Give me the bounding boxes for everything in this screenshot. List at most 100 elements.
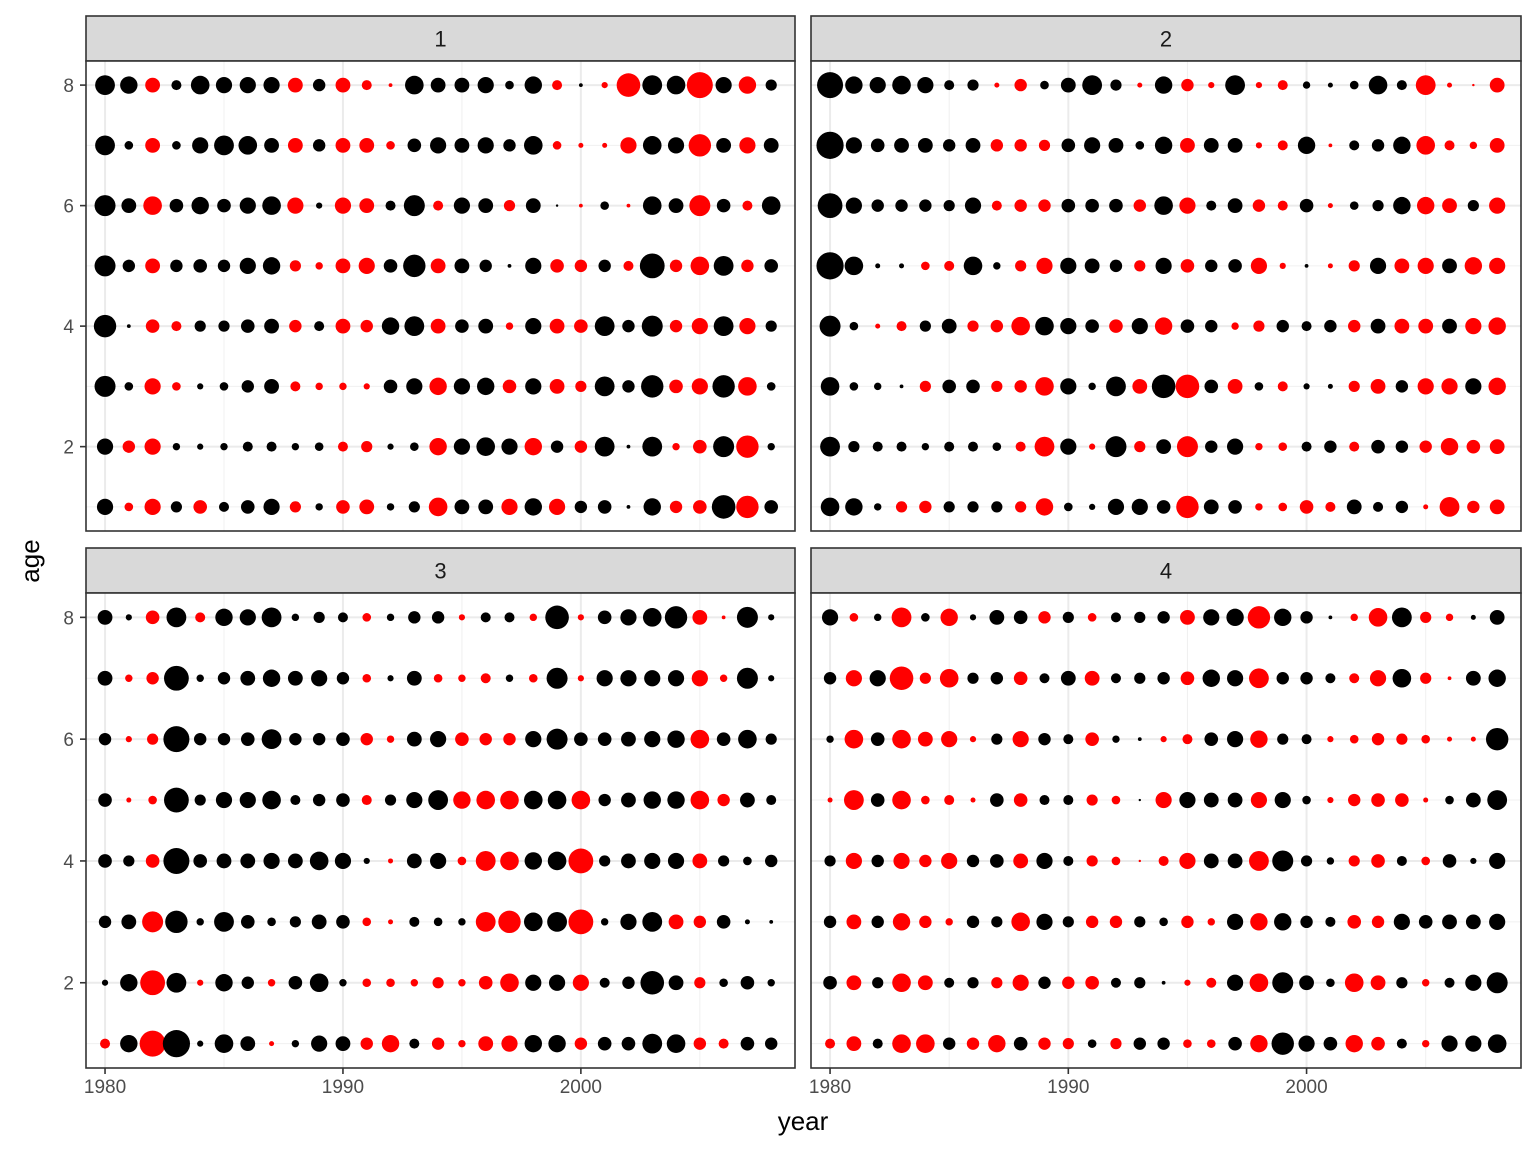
bubble-point xyxy=(597,500,612,514)
bubble-point xyxy=(572,974,589,991)
bubble-point xyxy=(1227,378,1243,394)
bubble-point xyxy=(359,198,375,214)
bubble-point xyxy=(1203,137,1219,153)
bubble-point xyxy=(621,731,636,747)
bubble-point xyxy=(643,498,661,516)
bubble-point xyxy=(642,196,662,215)
bubble-point xyxy=(1396,855,1407,866)
bubble-point xyxy=(1393,913,1410,930)
bubble-point xyxy=(816,252,844,280)
bubble-point xyxy=(1063,855,1074,866)
facet-strip xyxy=(810,547,1522,594)
bubble-point xyxy=(1445,613,1454,622)
bubble-point xyxy=(967,79,979,91)
bubble-point xyxy=(1371,854,1385,868)
bubble-point xyxy=(362,978,372,988)
bubble-point xyxy=(335,1036,351,1052)
bubble-point xyxy=(1110,1038,1122,1050)
bubble-point xyxy=(239,77,256,94)
bubble-point xyxy=(941,318,957,334)
bubble-point xyxy=(523,790,543,810)
bubble-point xyxy=(403,254,426,278)
bubble-point xyxy=(1278,442,1288,451)
bubble-point xyxy=(622,380,635,393)
bubble-point xyxy=(386,735,395,743)
bubble-point xyxy=(242,441,253,452)
bubble-point xyxy=(125,736,132,743)
bubble-point xyxy=(869,77,886,94)
bubble-point xyxy=(626,444,631,449)
bubble-point xyxy=(337,612,348,623)
bubble-point xyxy=(240,319,255,333)
bubble-point xyxy=(1303,383,1310,390)
bubble-point xyxy=(191,196,209,215)
bubble-point xyxy=(1060,378,1077,395)
bubble-point xyxy=(892,1034,911,1053)
bubble-point xyxy=(574,732,588,746)
bubble-point xyxy=(574,1037,588,1050)
bubble-point xyxy=(384,794,397,806)
bubble-point xyxy=(1206,200,1217,211)
bubble-point xyxy=(548,1034,566,1053)
bubble-point xyxy=(597,610,612,625)
bubble-point xyxy=(290,795,301,806)
bubble-point xyxy=(721,615,726,620)
bubble-point xyxy=(1253,320,1265,332)
bubble-point xyxy=(736,435,759,458)
bubble-point xyxy=(1327,82,1333,88)
bubble-point xyxy=(122,440,136,453)
bubble-point xyxy=(145,77,161,93)
bubble-point xyxy=(145,610,160,625)
bubble-point xyxy=(335,258,351,274)
bubble-point xyxy=(919,854,932,868)
bubble-point xyxy=(498,910,521,934)
bubble-point xyxy=(1464,257,1483,275)
bubble-point xyxy=(668,975,684,991)
bubble-point xyxy=(846,914,862,930)
bubble-point xyxy=(528,673,538,683)
bubble-point xyxy=(1087,1039,1097,1048)
bubble-point xyxy=(1396,977,1408,989)
bubble-point xyxy=(216,853,232,869)
bubble-point xyxy=(1348,380,1360,392)
bubble-point xyxy=(1489,197,1506,214)
bubble-point xyxy=(1063,734,1074,745)
bubble-point xyxy=(601,82,608,89)
bubble-point xyxy=(386,613,395,622)
bubble-point xyxy=(291,442,300,451)
bubble-point xyxy=(1247,606,1271,629)
bubble-point xyxy=(524,1034,542,1053)
bubble-point xyxy=(826,735,834,743)
bubble-point xyxy=(991,916,1003,928)
bubble-point xyxy=(1442,914,1457,930)
bubble-point xyxy=(1013,793,1028,807)
bubble-point xyxy=(991,380,1003,392)
bubble-point xyxy=(693,439,707,454)
bubble-point xyxy=(892,790,911,810)
bubble-point xyxy=(669,379,683,394)
bubble-point xyxy=(990,854,1004,868)
bubble-point xyxy=(431,611,445,624)
bubble-point xyxy=(1302,795,1311,805)
bubble-point xyxy=(577,675,584,682)
bubble-point xyxy=(1421,1039,1430,1048)
bubble-point xyxy=(220,442,228,451)
bubble-point xyxy=(1062,976,1075,989)
bubble-point xyxy=(1421,856,1430,866)
bubble-point xyxy=(479,259,492,273)
bubble-point xyxy=(1179,852,1196,870)
bubble-point xyxy=(1391,607,1412,628)
bubble-point xyxy=(1327,263,1333,269)
bubble-point xyxy=(94,195,116,217)
bubble-point xyxy=(921,795,930,805)
bubble-point xyxy=(1395,500,1409,514)
bubble-point xyxy=(594,316,615,337)
bubble-point xyxy=(524,437,542,456)
bubble-point xyxy=(1393,196,1411,215)
bubble-point xyxy=(101,979,109,986)
bubble-point xyxy=(1036,257,1053,274)
bubble-point xyxy=(458,918,466,926)
bubble-point xyxy=(1176,436,1198,458)
bubble-point xyxy=(455,319,469,333)
bubble-point xyxy=(1060,257,1077,274)
